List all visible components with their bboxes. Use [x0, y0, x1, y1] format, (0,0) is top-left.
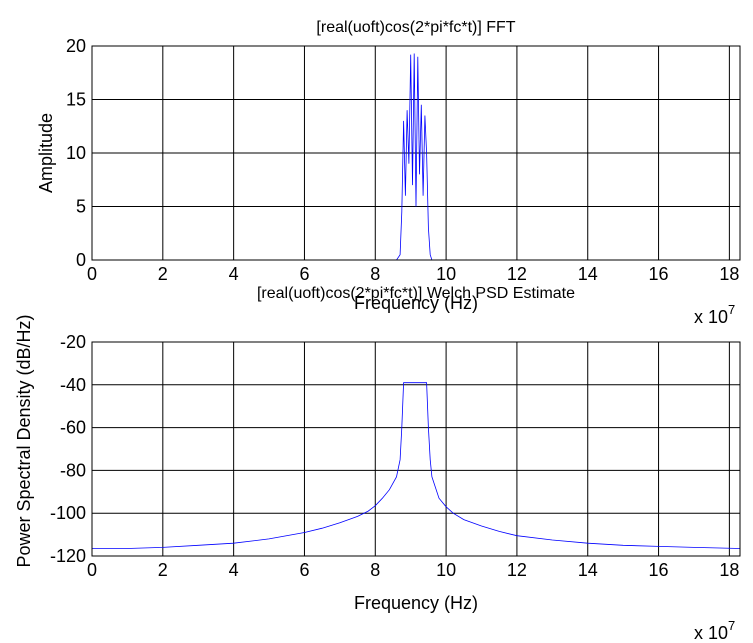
fft-y-tick-label: 10 — [66, 143, 86, 163]
psd-series-line — [92, 382, 741, 549]
psd-y-tick-label: -40 — [60, 375, 86, 395]
fft-x-tick-label: 0 — [87, 264, 97, 284]
fft-y-tick-label: 15 — [66, 90, 86, 110]
fft-y-axis-label: Amplitude — [36, 113, 56, 193]
psd-x-tick-label: 10 — [436, 560, 456, 580]
psd-y-axis-label: Power Spectral Density (dB/Hz) — [14, 314, 34, 567]
fft-x-tick-label: 16 — [649, 264, 669, 284]
fft-y-tick-label: 5 — [76, 197, 86, 217]
psd-axes-frame — [91, 341, 741, 557]
psd-y-tick-label: -60 — [60, 418, 86, 438]
fft-x-tick-label: 10 — [436, 264, 456, 284]
fft-x-tick-label: 8 — [370, 264, 380, 284]
fft-x-exponent-power: 7 — [728, 302, 735, 317]
psd-x-tick-label: 12 — [507, 560, 527, 580]
fft-y-tick-labels: 0 5 10 15 20 — [66, 36, 86, 270]
psd-grid — [91, 341, 740, 557]
psd-y-tick-labels: -120 -100 -80 -60 -40 -20 — [50, 332, 86, 566]
fft-panel: [real(uoft)cos(2*pi*fc*t)] FFT 0 2 4 6 8 10 12… — [36, 19, 741, 327]
fft-x-exponent: x 107 — [694, 302, 735, 327]
psd-x-tick-label: 6 — [299, 560, 309, 580]
fft-axes-frame — [91, 45, 741, 261]
fft-x-tick-label: 14 — [578, 264, 598, 284]
fft-x-tick-label: 18 — [719, 264, 739, 284]
psd-x-tick-label: 14 — [578, 560, 598, 580]
psd-x-tick-label: 0 — [87, 560, 97, 580]
psd-panel: [real(uoft)cos(2*pi*fc*t)] Welch PSD Est… — [14, 285, 741, 643]
psd-x-tick-label: 4 — [229, 560, 239, 580]
fft-x-axis-label: Frequency (Hz) — [354, 293, 478, 313]
psd-y-tick-label: -120 — [50, 546, 86, 566]
psd-y-tick-label: -80 — [60, 460, 86, 480]
fft-y-tick-label: 20 — [66, 36, 86, 56]
psd-x-exponent-power: 7 — [728, 618, 735, 633]
fft-series-line — [92, 53, 740, 261]
psd-x-tick-label: 18 — [719, 560, 739, 580]
fft-y-tick-label: 0 — [76, 250, 86, 270]
psd-x-exponent-base: x 10 — [694, 623, 728, 643]
fft-title: [real(uoft)cos(2*pi*fc*t)] FFT — [316, 19, 515, 36]
psd-title: [real(uoft)cos(2*pi*fc*t)] Welch PSD Est… — [257, 285, 575, 302]
psd-x-tick-labels: 0 2 4 6 8 10 12 14 16 18 — [87, 560, 739, 580]
psd-x-tick-label: 8 — [370, 560, 380, 580]
psd-x-axis-label: Frequency (Hz) — [354, 593, 478, 613]
fft-x-tick-label: 2 — [158, 264, 168, 284]
fft-x-tick-label: 4 — [229, 264, 239, 284]
fft-x-tick-labels: 0 2 4 6 8 10 12 14 16 18 — [87, 264, 739, 284]
fft-x-exponent-base: x 10 — [694, 307, 728, 327]
fft-grid — [91, 45, 740, 261]
fft-x-tick-label: 6 — [299, 264, 309, 284]
psd-y-tick-label: -100 — [50, 503, 86, 523]
psd-x-exponent: x 107 — [694, 618, 735, 643]
psd-x-tick-label: 2 — [158, 560, 168, 580]
psd-x-tick-label: 16 — [649, 560, 669, 580]
psd-y-tick-label: -20 — [60, 332, 86, 352]
fft-x-tick-label: 12 — [507, 264, 527, 284]
